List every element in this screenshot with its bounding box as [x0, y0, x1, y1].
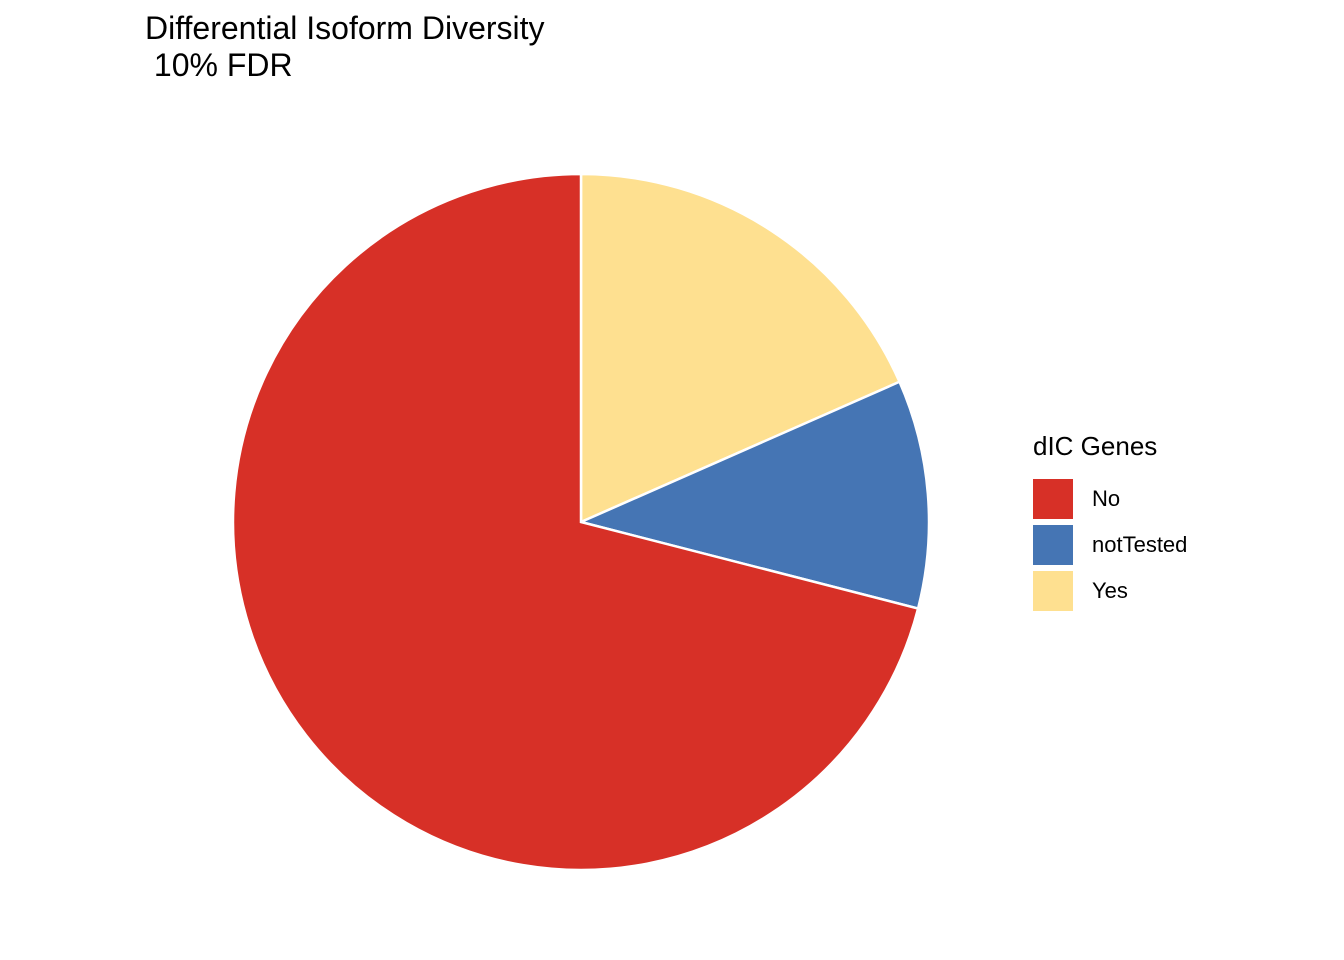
pie-slice-no: [231, 172, 920, 872]
pie-slice-yes: [579, 172, 902, 524]
legend-label-yes: Yes: [1092, 578, 1128, 603]
legend: dIC Genes No notTested Yes: [1033, 430, 1187, 614]
legend-items: No notTested Yes: [1033, 476, 1187, 614]
legend-title: dIC Genes: [1033, 431, 1158, 461]
legend-item-yes: Yes: [1033, 568, 1187, 614]
legend-label-no: No: [1092, 486, 1121, 511]
legend-item-no: No: [1033, 476, 1187, 522]
chart-subtitle: 10% FDR: [145, 47, 293, 83]
legend-key-nottested: [1033, 525, 1073, 565]
pie-slice-nottested: [577, 380, 931, 611]
legend-item-nottested: notTested: [1033, 522, 1187, 568]
legend-label-nottested: notTested: [1092, 532, 1188, 557]
legend-key-no: [1033, 479, 1073, 519]
legend-key-yes: [1033, 571, 1073, 611]
chart-title-block: Differential Isoform Diversity 10% FDR: [145, 10, 545, 84]
chart-title: Differential Isoform Diversity: [145, 10, 545, 46]
